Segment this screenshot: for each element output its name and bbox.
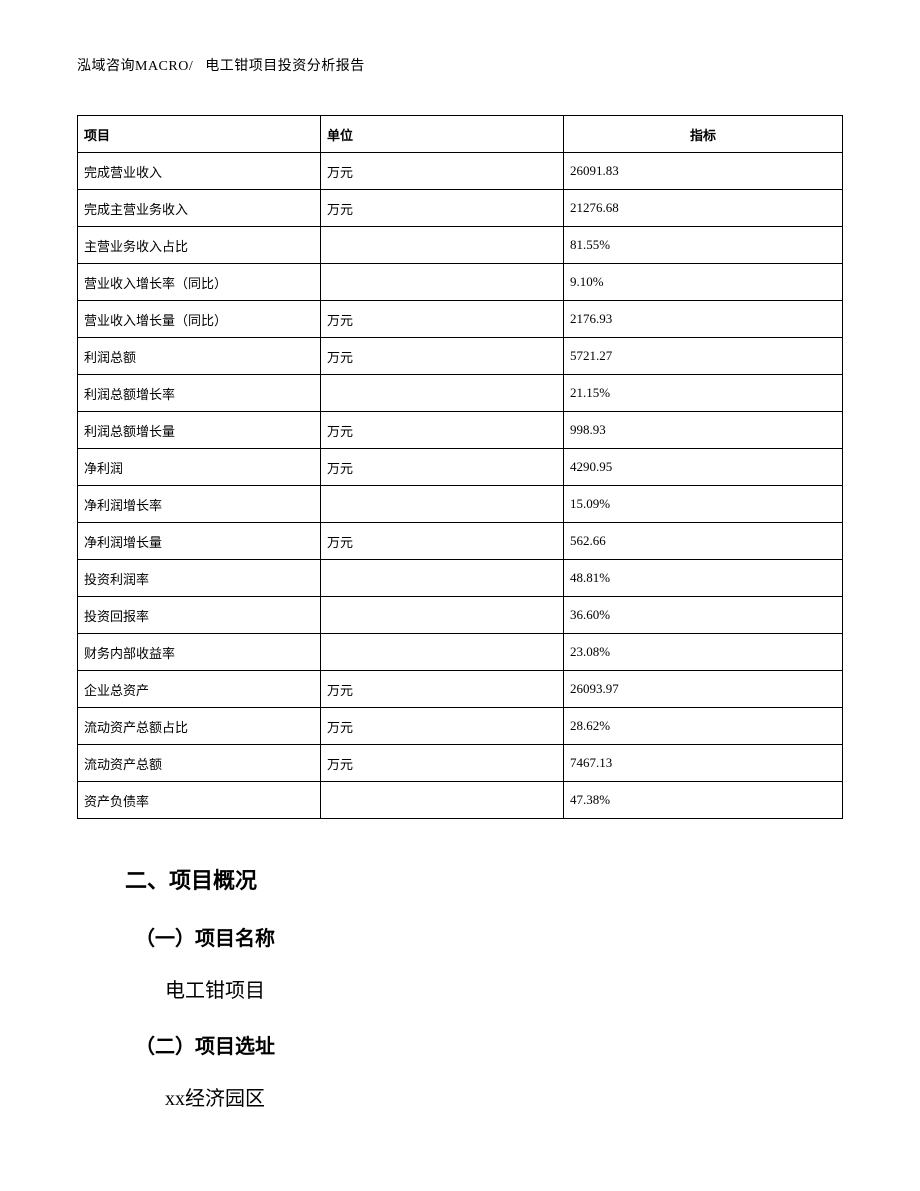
cell-unit <box>321 486 564 523</box>
cell-unit: 万元 <box>321 153 564 190</box>
section-2-1-title: （一）项目名称 <box>125 917 795 961</box>
cell-value: 28.62% <box>564 708 843 745</box>
cell-unit: 万元 <box>321 671 564 708</box>
table-row: 投资回报率 36.60% <box>78 597 843 634</box>
table-row: 财务内部收益率 23.08% <box>78 634 843 671</box>
table-row: 资产负债率 47.38% <box>78 782 843 819</box>
cell-value: 998.93 <box>564 412 843 449</box>
cell-unit <box>321 375 564 412</box>
cell-item: 完成营业收入 <box>78 153 321 190</box>
table-row: 投资利润率 48.81% <box>78 560 843 597</box>
cell-value: 81.55% <box>564 227 843 264</box>
table-body: 完成营业收入万元26091.83完成主营业务收入万元21276.68主营业务收入… <box>78 153 843 819</box>
cell-value: 36.60% <box>564 597 843 634</box>
cell-unit: 万元 <box>321 412 564 449</box>
cell-item: 投资回报率 <box>78 597 321 634</box>
cell-unit: 万元 <box>321 338 564 375</box>
cell-item: 投资利润率 <box>78 560 321 597</box>
cell-item: 流动资产总额占比 <box>78 708 321 745</box>
section-2-title: 二、项目概况 <box>125 857 795 905</box>
table-row: 利润总额增长率 21.15% <box>78 375 843 412</box>
cell-item: 净利润增长量 <box>78 523 321 560</box>
cell-value: 23.08% <box>564 634 843 671</box>
cell-unit <box>321 264 564 301</box>
cell-value: 26091.83 <box>564 153 843 190</box>
cell-item: 利润总额 <box>78 338 321 375</box>
table-row: 净利润增长量万元562.66 <box>78 523 843 560</box>
cell-value: 2176.93 <box>564 301 843 338</box>
col-header-item: 项目 <box>78 116 321 153</box>
table-row: 完成主营业务收入万元21276.68 <box>78 190 843 227</box>
table-row: 利润总额增长量万元998.93 <box>78 412 843 449</box>
table-row: 流动资产总额万元7467.13 <box>78 745 843 782</box>
cell-item: 主营业务收入占比 <box>78 227 321 264</box>
cell-unit: 万元 <box>321 708 564 745</box>
cell-item: 净利润增长率 <box>78 486 321 523</box>
cell-value: 21.15% <box>564 375 843 412</box>
table-row: 净利润万元4290.95 <box>78 449 843 486</box>
cell-value: 4290.95 <box>564 449 843 486</box>
cell-item: 企业总资产 <box>78 671 321 708</box>
cell-unit <box>321 634 564 671</box>
page: 泓域咨询MACRO/ 电工钳项目投资分析报告 项目 单位 指标 完成营业收入万元… <box>0 0 920 1191</box>
cell-value: 562.66 <box>564 523 843 560</box>
cell-item: 营业收入增长量（同比） <box>78 301 321 338</box>
table-header-row: 项目 单位 指标 <box>78 116 843 153</box>
section-2-2-body: xx经济园区 <box>125 1077 795 1121</box>
table-row: 利润总额万元5721.27 <box>78 338 843 375</box>
cell-value: 21276.68 <box>564 190 843 227</box>
table-row: 流动资产总额占比万元28.62% <box>78 708 843 745</box>
cell-value: 7467.13 <box>564 745 843 782</box>
cell-value: 47.38% <box>564 782 843 819</box>
cell-value: 5721.27 <box>564 338 843 375</box>
page-header: 泓域咨询MACRO/ 电工钳项目投资分析报告 <box>77 55 843 75</box>
cell-value: 15.09% <box>564 486 843 523</box>
col-header-value: 指标 <box>564 116 843 153</box>
cell-unit: 万元 <box>321 190 564 227</box>
cell-unit <box>321 597 564 634</box>
cell-unit: 万元 <box>321 523 564 560</box>
cell-unit: 万元 <box>321 745 564 782</box>
cell-unit: 万元 <box>321 449 564 486</box>
table-row: 完成营业收入万元26091.83 <box>78 153 843 190</box>
cell-item: 财务内部收益率 <box>78 634 321 671</box>
table-row: 主营业务收入占比 81.55% <box>78 227 843 264</box>
col-header-unit: 单位 <box>321 116 564 153</box>
cell-item: 资产负债率 <box>78 782 321 819</box>
section-2-2-title: （二）项目选址 <box>125 1025 795 1069</box>
cell-item: 利润总额增长率 <box>78 375 321 412</box>
cell-item: 流动资产总额 <box>78 745 321 782</box>
table-row: 营业收入增长率（同比） 9.10% <box>78 264 843 301</box>
cell-unit: 万元 <box>321 301 564 338</box>
table-row: 净利润增长率 15.09% <box>78 486 843 523</box>
cell-item: 完成主营业务收入 <box>78 190 321 227</box>
cell-value: 26093.97 <box>564 671 843 708</box>
cell-value: 48.81% <box>564 560 843 597</box>
cell-unit <box>321 560 564 597</box>
cell-item: 营业收入增长率（同比） <box>78 264 321 301</box>
table-row: 营业收入增长量（同比）万元2176.93 <box>78 301 843 338</box>
cell-value: 9.10% <box>564 264 843 301</box>
body-section: 二、项目概况 （一）项目名称 电工钳项目 （二）项目选址 xx经济园区 <box>77 819 843 1121</box>
cell-unit <box>321 782 564 819</box>
cell-item: 净利润 <box>78 449 321 486</box>
cell-unit <box>321 227 564 264</box>
table-row: 企业总资产万元26093.97 <box>78 671 843 708</box>
section-2-1-body: 电工钳项目 <box>125 969 795 1013</box>
cell-item: 利润总额增长量 <box>78 412 321 449</box>
header-left: 泓域咨询MACRO/ <box>77 59 193 74</box>
header-right: 电工钳项目投资分析报告 <box>205 59 365 74</box>
financial-table: 项目 单位 指标 完成营业收入万元26091.83完成主营业务收入万元21276… <box>77 115 843 819</box>
